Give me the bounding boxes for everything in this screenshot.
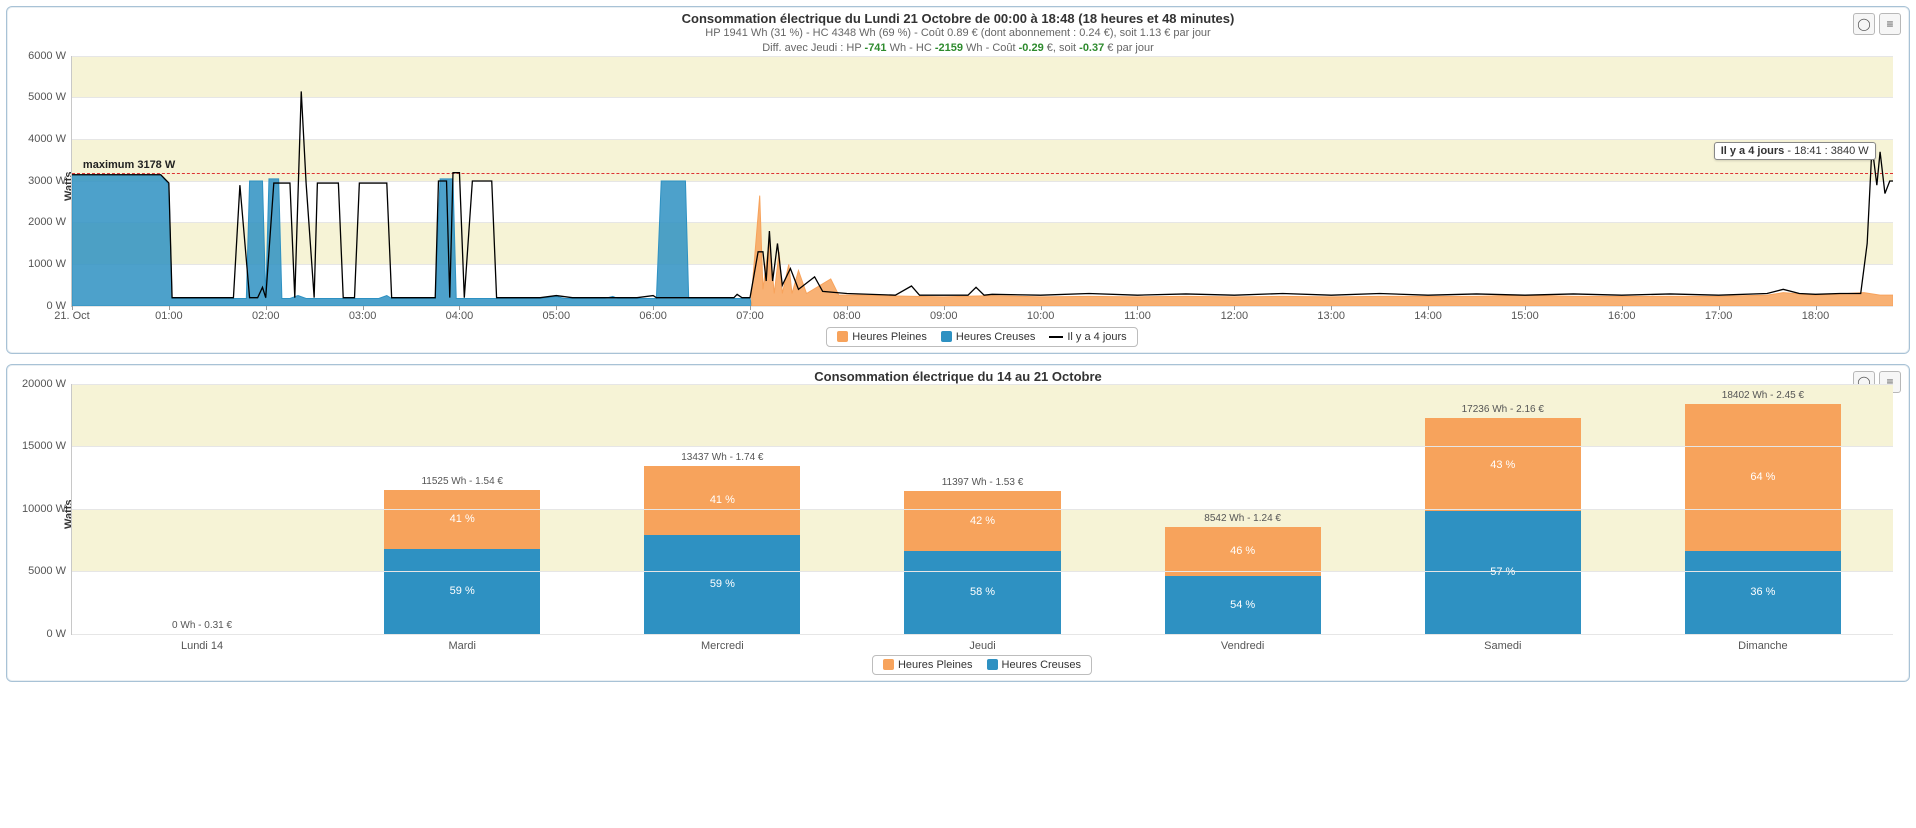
- bar-seg-hp: 42 %: [904, 491, 1060, 551]
- chart2-category-label: Jeudi: [852, 640, 1112, 652]
- weekly-bar[interactable]: 17236 Wh - 2.16 €57 %43 %: [1425, 418, 1581, 633]
- chart2-category-label: Mardi: [332, 640, 592, 652]
- daily-consumption-panel: ◯ ≡ Consommation électrique du Lundi 21 …: [6, 6, 1910, 354]
- bar-total-label: 13437 Wh - 1.74 €: [644, 452, 800, 466]
- weekly-bar[interactable]: 11397 Wh - 1.53 €58 %42 %: [904, 491, 1060, 633]
- bar-total-label: 0 Wh - 0.31 €: [124, 620, 280, 634]
- chart2-plot-area[interactable]: Watts Lundi 140 Wh - 0.31 €Mardi11525 Wh…: [71, 384, 1893, 675]
- bar-seg-hp: 41 %: [644, 466, 800, 535]
- chart1-tooltip: Il y a 4 jours - 18:41 : 3840 W: [1714, 142, 1876, 160]
- chart2-category-label: Samedi: [1373, 640, 1633, 652]
- chart2-y-tick: 10000 W: [22, 503, 72, 515]
- weekly-bar[interactable]: 13437 Wh - 1.74 €59 %41 %: [644, 466, 800, 634]
- weekly-bar[interactable]: 11525 Wh - 1.54 €59 %41 %: [384, 490, 540, 634]
- bar-total-label: 18402 Wh - 2.45 €: [1685, 390, 1841, 404]
- chart1-y-tick: 3000 W: [28, 175, 72, 187]
- chart1-x-tick: 04:00: [446, 310, 474, 322]
- chart1-title: Consommation électrique du Lundi 21 Octo…: [15, 11, 1901, 26]
- chart1-menu-button[interactable]: ≡: [1879, 13, 1901, 35]
- chart1-y-tick: 6000 W: [28, 50, 72, 62]
- bar-seg-hc: 59 %: [384, 549, 540, 634]
- chart1-subtitle-1: HP 1941 Wh (31 %) - HC 4348 Wh (69 %) - …: [15, 26, 1901, 41]
- chart2-title: Consommation électrique du 14 au 21 Octo…: [15, 369, 1901, 384]
- chart1-x-tick: 03:00: [349, 310, 377, 322]
- chart1-x-tick: 07:00: [736, 310, 764, 322]
- chart2-category-label: Vendredi: [1113, 640, 1373, 652]
- chart1-legend[interactable]: Heures Pleines Heures Creuses Il y a 4 jou…: [826, 327, 1137, 347]
- chart1-x-tick: 08:00: [833, 310, 861, 322]
- chart1-x-tick: 11:00: [1124, 310, 1151, 322]
- bar-seg-hp: 64 %: [1685, 404, 1841, 551]
- chart1-x-tick: 14:00: [1414, 310, 1442, 322]
- chart1-y-tick: 2000 W: [28, 216, 72, 228]
- chart2-category-label: Lundi 14: [72, 640, 332, 652]
- chart2-y-tick: 0 W: [46, 628, 72, 640]
- chart2-y-tick: 20000 W: [22, 378, 72, 390]
- bar-seg-hc: 57 %: [1425, 511, 1581, 634]
- chart2-category-label: Mercredi: [592, 640, 852, 652]
- chart1-y-tick: 1000 W: [28, 258, 72, 270]
- chart1-subtitle-2: Diff. avec Jeudi : HP -741 Wh - HC -2159…: [15, 41, 1901, 56]
- chart1-x-tick: 12:00: [1221, 310, 1249, 322]
- chart1-x-tick: 10:00: [1027, 310, 1055, 322]
- chart2-y-tick: 15000 W: [22, 440, 72, 452]
- chart1-plot-area[interactable]: Watts 0 W1000 W2000 W3000 W4000 W5000 W6…: [71, 56, 1893, 347]
- bar-seg-hp: 46 %: [1165, 527, 1321, 576]
- chart1-x-tick: 13:00: [1317, 310, 1345, 322]
- bar-seg-hp: 41 %: [384, 490, 540, 549]
- bar-total-label: 11525 Wh - 1.54 €: [384, 476, 540, 490]
- chart1-x-tick: 17:00: [1705, 310, 1733, 322]
- chart1-x-tick: 16:00: [1608, 310, 1636, 322]
- chart1-x-tick: 15:00: [1511, 310, 1539, 322]
- bar-total-label: 11397 Wh - 1.53 €: [904, 477, 1060, 491]
- chart1-x-tick: 02:00: [252, 310, 280, 322]
- chart2-category-label: Dimanche: [1633, 640, 1893, 652]
- legend-item[interactable]: Heures Creuses: [987, 659, 1081, 671]
- bar-total-label: 17236 Wh - 2.16 €: [1425, 404, 1581, 418]
- legend-item[interactable]: Heures Pleines: [883, 659, 973, 671]
- chart1-refresh-button[interactable]: ◯: [1853, 13, 1875, 35]
- chart1-y-tick: 4000 W: [28, 133, 72, 145]
- weekly-bar[interactable]: 8542 Wh - 1.24 €54 %46 %: [1165, 527, 1321, 634]
- chart1-x-tick: 21. Oct: [54, 310, 89, 322]
- weekly-bar[interactable]: 18402 Wh - 2.45 €36 %64 %: [1685, 404, 1841, 634]
- chart2-y-tick: 5000 W: [28, 565, 72, 577]
- chart1-x-tick: 06:00: [639, 310, 667, 322]
- bar-seg-hp: 43 %: [1425, 418, 1581, 511]
- bar-total-label: 8542 Wh - 1.24 €: [1165, 513, 1321, 527]
- chart1-y-tick: 5000 W: [28, 91, 72, 103]
- legend-item[interactable]: Il y a 4 jours: [1049, 331, 1126, 343]
- chart1-x-tick: 18:00: [1802, 310, 1830, 322]
- bar-seg-hc: 54 %: [1165, 576, 1321, 634]
- chart1-controls: ◯ ≡: [1853, 13, 1901, 35]
- chart2-legend[interactable]: Heures Pleines Heures Creuses: [872, 655, 1092, 675]
- bar-seg-hc: 59 %: [644, 535, 800, 634]
- chart1-x-tick: 05:00: [543, 310, 571, 322]
- chart1-x-tick: 01:00: [155, 310, 183, 322]
- legend-item[interactable]: Heures Creuses: [941, 331, 1035, 343]
- bar-seg-hc: 58 %: [904, 551, 1060, 634]
- weekly-consumption-panel: ◯ ≡ Consommation électrique du 14 au 21 …: [6, 364, 1910, 682]
- chart1-x-tick: 09:00: [930, 310, 958, 322]
- legend-item[interactable]: Heures Pleines: [837, 331, 927, 343]
- bar-seg-hc: 36 %: [1685, 551, 1841, 634]
